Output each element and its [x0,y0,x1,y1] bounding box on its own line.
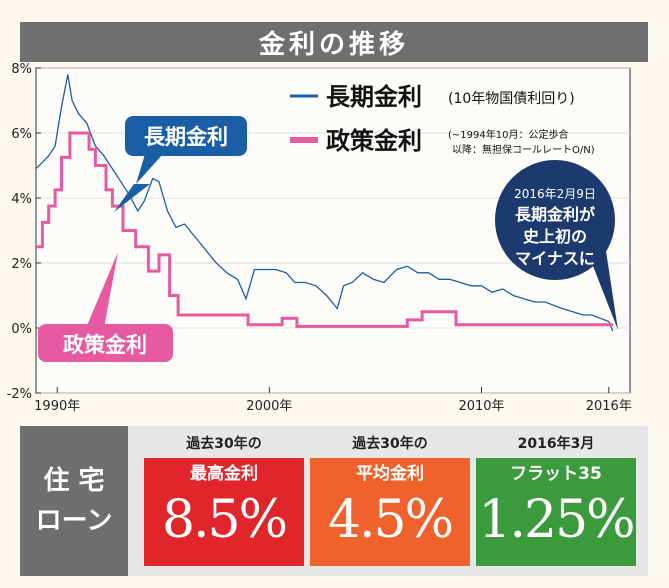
x-tick-label: 2000年 [246,399,292,414]
legend-long-term-note: (10年物国債利回り) [448,91,575,107]
average-rate-value: 4.5% [327,490,454,550]
y-tick-label: -2% [7,387,32,402]
flat35-rate-caption: 2016年3月 [517,436,595,452]
average-rate-box: 平均金利 4.5% [310,458,470,566]
max-rate-label: 最高金利 [190,464,258,484]
max-rate-card: 過去30年の 最高金利 8.5% [144,434,304,568]
interest-rate-chart: 8%6%4%2%0%-2% 1990年 2000年 2010年 2016年 長期金利 … [7,62,632,414]
flat35-rate-label: フラット35 [510,464,602,484]
policy-callout-text: 政策金利 [63,333,147,357]
negative-rate-annotation: 2016年2月9日 長期金利が 史上初の マイナスに [495,160,618,330]
chart-title: 金利の推移 [20,22,648,62]
annotation-line-2: 長期金利が [515,205,595,224]
average-rate-card: 過去30年の 平均金利 4.5% [310,434,470,568]
max-rate-value: 8.5% [161,490,288,550]
housing-loan-panel: 住 宅 ローン 過去30年の 最高金利 8.5% 過去30年の 平均金利 4.5… [20,426,648,576]
long-term-callout: 長期金利 [114,116,247,212]
flat35-rate-value: 1.25% [478,490,635,550]
annotation-line-3: 史上初の [523,227,587,246]
max-rate-box: 最高金利 8.5% [144,458,304,566]
policy-callout: 政策金利 [38,252,173,362]
y-tick-label: 8% [11,62,32,77]
x-tick-label: 1990年 [34,399,80,414]
average-rate-label: 平均金利 [356,464,424,484]
policy-rate-line [36,131,613,328]
housing-loan-heading-1: 住 宅 [43,466,105,496]
y-tick-label: 6% [11,127,32,142]
housing-loan-heading: 住 宅 ローン [20,426,128,576]
y-tick-label: 2% [11,257,32,272]
long-term-callout-text: 長期金利 [144,125,228,149]
legend-long-term-name: 長期金利 [326,83,422,111]
flat35-rate-box: フラット35 1.25% [476,458,636,566]
average-rate-caption: 過去30年の [352,436,428,452]
annotation-line-4: マイナスに [515,249,595,268]
y-tick-label: 0% [11,322,32,337]
annotation-line-1: 2016年2月9日 [514,187,596,201]
housing-loan-heading-2: ローン [35,506,113,536]
max-rate-caption: 過去30年の [186,436,262,452]
x-tick-label: 2016年 [586,399,632,414]
x-tick-label: 2010年 [458,399,504,414]
long-term-rate-line [35,74,614,332]
flat35-rate-card: 2016年3月 フラット35 1.25% [476,434,636,568]
legend-policy-name: 政策金利 [326,127,422,155]
legend-policy-note-1: (~1994年10月：公定歩合 [448,128,568,141]
y-tick-label: 4% [11,192,32,207]
legend-policy-note-2: 以降：無担保コールレートO/N) [452,143,595,156]
